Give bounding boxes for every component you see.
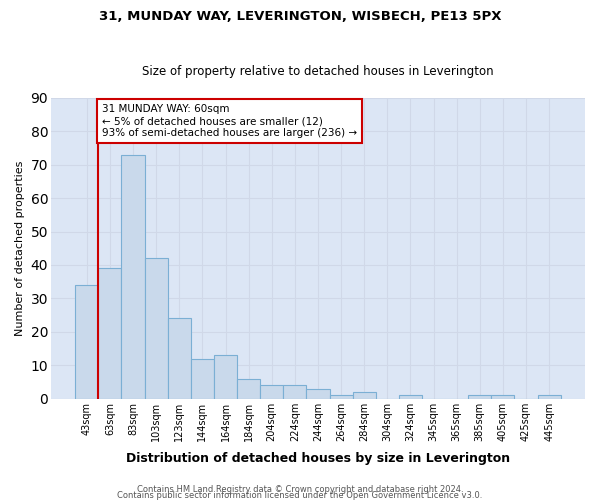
Title: Size of property relative to detached houses in Leverington: Size of property relative to detached ho… bbox=[142, 66, 494, 78]
Text: 31, MUNDAY WAY, LEVERINGTON, WISBECH, PE13 5PX: 31, MUNDAY WAY, LEVERINGTON, WISBECH, PE… bbox=[99, 10, 501, 23]
Bar bbox=[307, 388, 329, 398]
Bar bbox=[75, 285, 98, 399]
Bar bbox=[237, 378, 260, 398]
Bar bbox=[145, 258, 168, 398]
Bar bbox=[491, 396, 514, 398]
Bar bbox=[214, 356, 237, 399]
Text: Contains HM Land Registry data © Crown copyright and database right 2024.: Contains HM Land Registry data © Crown c… bbox=[137, 484, 463, 494]
Bar bbox=[538, 396, 561, 398]
Bar bbox=[260, 386, 283, 398]
Bar bbox=[98, 268, 121, 398]
Y-axis label: Number of detached properties: Number of detached properties bbox=[15, 160, 25, 336]
X-axis label: Distribution of detached houses by size in Leverington: Distribution of detached houses by size … bbox=[126, 452, 510, 465]
Bar bbox=[399, 396, 422, 398]
Bar bbox=[168, 318, 191, 398]
Bar bbox=[353, 392, 376, 398]
Bar bbox=[283, 386, 307, 398]
Bar bbox=[191, 358, 214, 399]
Bar bbox=[121, 154, 145, 398]
Text: Contains public sector information licensed under the Open Government Licence v3: Contains public sector information licen… bbox=[118, 490, 482, 500]
Bar bbox=[329, 396, 353, 398]
Text: 31 MUNDAY WAY: 60sqm
← 5% of detached houses are smaller (12)
93% of semi-detach: 31 MUNDAY WAY: 60sqm ← 5% of detached ho… bbox=[102, 104, 357, 138]
Bar bbox=[468, 396, 491, 398]
